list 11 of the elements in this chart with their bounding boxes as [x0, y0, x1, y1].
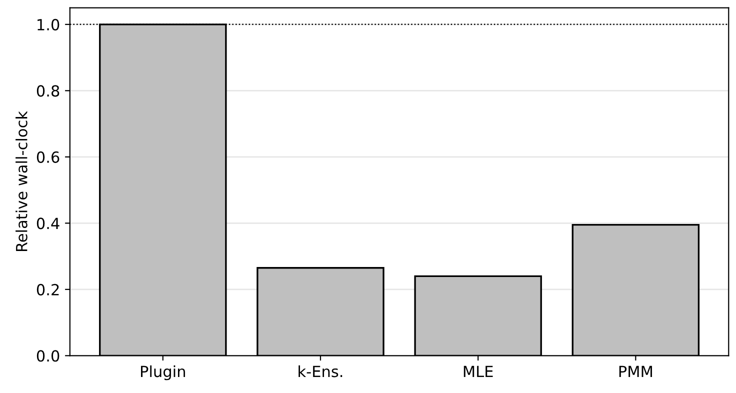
y-tick-label: 0.2 — [36, 284, 59, 296]
x-tick-label: MLE — [464, 366, 493, 377]
y-tick-label: 0.8 — [36, 85, 60, 97]
y-tick-label: 0.4 — [36, 218, 60, 230]
y-tick-label: 0.0 — [36, 350, 60, 362]
y-tick-label: 1.0 — [38, 18, 60, 30]
y-tick-label: 0.6 — [36, 151, 60, 163]
x-tick-label: Plugin — [141, 365, 185, 380]
x-tick-label: k-Ens. — [298, 365, 342, 378]
x-tick-label: PMM — [619, 366, 652, 377]
y-axis-title: Relative wall-clock — [16, 111, 28, 252]
